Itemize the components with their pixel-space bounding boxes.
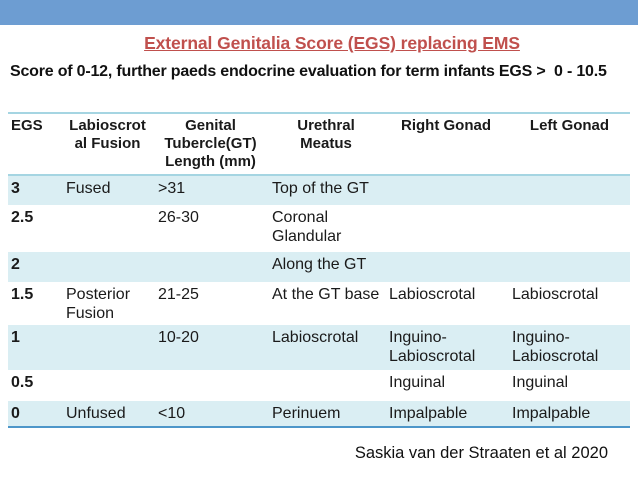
cell-gt-length: 10-20 — [158, 329, 199, 346]
cell-left-gonad — [506, 205, 630, 252]
cell-fusion: Posterior Fusion — [66, 286, 131, 322]
cell-fusion — [60, 252, 152, 282]
cell-meatus: Coronal Glandular — [272, 209, 342, 245]
cell-egs: 3 — [11, 180, 20, 197]
cell-gt-length: <10 — [158, 405, 186, 422]
cell-right-gonad: Labioscrotal — [389, 286, 476, 303]
citation: Saskia van der Straaten et al 2020 — [354, 444, 608, 462]
table-row: 1.5 Posterior Fusion 21-25 At the GT bas… — [8, 282, 630, 325]
cell-egs: 1 — [11, 329, 20, 346]
table-row: 0 Unfused <10 Perinuem Impalpable Impalp… — [8, 401, 630, 427]
cell-fusion — [60, 370, 152, 401]
cell-left-gonad: Impalpable — [512, 405, 591, 422]
cell-right-gonad: Inguinal — [389, 374, 446, 391]
slide-title: External Genitalia Score (EGS) replacing… — [144, 33, 520, 53]
column-header-urethral-meatus: Urethral Meatus — [266, 113, 383, 176]
table-row: 2.5 26-30 Coronal Glandular — [8, 205, 630, 252]
cell-meatus: At the GT base — [272, 286, 380, 303]
cell-right-gonad — [383, 205, 506, 252]
table-row: 3 Fused >31 Top of the GT — [8, 175, 630, 205]
cell-egs: 0 — [11, 405, 20, 422]
cell-gt-length: >31 — [158, 180, 186, 197]
cell-right-gonad: Impalpable — [389, 405, 468, 422]
cell-left-gonad — [506, 252, 630, 282]
cell-gt-length — [152, 252, 266, 282]
cell-meatus — [266, 370, 383, 401]
top-banner — [0, 0, 638, 25]
slide-subtitle: Score of 0-12, further paeds endocrine e… — [10, 63, 607, 80]
egs-score-table: EGS Labioscrot al Fusion Genital Tubercl… — [8, 112, 630, 428]
table-row: 1 10-20 Labioscrotal Inguino- Labioscrot… — [8, 325, 630, 370]
cell-fusion: Fused — [66, 180, 111, 197]
cell-left-gonad: Inguino- Labioscrotal — [512, 329, 599, 365]
cell-egs: 2 — [11, 256, 20, 273]
cell-meatus: Perinuem — [272, 405, 341, 422]
column-header-right-gonad: Right Gonad — [383, 113, 506, 176]
cell-fusion — [60, 325, 152, 370]
cell-egs: 1.5 — [11, 286, 34, 303]
column-header-left-gonad: Left Gonad — [506, 113, 630, 176]
column-header-labioscrotal: Labioscrot al Fusion — [60, 113, 152, 176]
cell-left-gonad: Inguinal — [512, 374, 569, 391]
cell-egs: 0.5 — [11, 374, 34, 391]
cell-left-gonad — [506, 175, 630, 205]
column-header-genital-tubercle: Genital Tubercle(GT) Length (mm) — [152, 113, 266, 176]
column-header-egs: EGS — [8, 113, 60, 176]
cell-egs: 2.5 — [11, 209, 34, 226]
cell-fusion: Unfused — [66, 405, 126, 422]
table-row: 0.5 Inguinal Inguinal — [8, 370, 630, 401]
cell-fusion — [60, 205, 152, 252]
cell-gt-length — [152, 370, 266, 401]
cell-meatus: Labioscrotal — [272, 329, 359, 346]
cell-gt-length: 21-25 — [158, 286, 199, 303]
cell-right-gonad: Inguino- Labioscrotal — [389, 329, 476, 365]
cell-meatus: Along the GT — [272, 256, 367, 273]
cell-left-gonad: Labioscrotal — [512, 286, 599, 303]
table-row: 2 Along the GT — [8, 252, 630, 282]
cell-right-gonad — [383, 175, 506, 205]
cell-right-gonad — [383, 252, 506, 282]
cell-gt-length: 26-30 — [158, 209, 199, 226]
cell-meatus: Top of the GT — [272, 180, 369, 197]
table-header-row: EGS Labioscrot al Fusion Genital Tubercl… — [8, 113, 630, 176]
